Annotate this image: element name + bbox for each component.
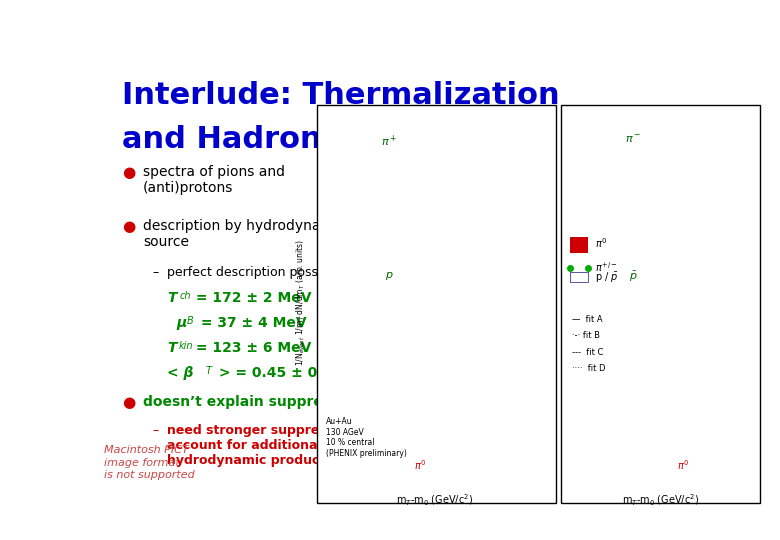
Text: m$_T$-m$_0$ (GeV/c$^2$): m$_T$-m$_0$ (GeV/c$^2$) [395,492,473,508]
Text: image format: image format [104,458,179,468]
Text: T: T [205,366,211,376]
Text: = 37 ± 4 MeV: = 37 ± 4 MeV [196,316,307,330]
Text: is not supported: is not supported [104,470,194,480]
Text: spectra of pions and
(anti)protons: spectra of pions and (anti)protons [143,165,285,195]
Text: = 123 ± 6 MeV: = 123 ± 6 MeV [191,341,311,355]
Text: < β: < β [167,366,193,380]
Text: $\pi^-$: $\pi^-$ [625,134,641,145]
Text: T: T [167,341,176,355]
Text: ●: ● [122,165,135,180]
Text: T.Peitzmann: T.Peitzmann [610,462,678,472]
Text: $\pi^0$: $\pi^0$ [677,458,689,472]
Text: $\pi^0$: $\pi^0$ [414,458,427,472]
Text: p / $\bar{p}$: p / $\bar{p}$ [594,271,619,285]
Text: $\pi^0$: $\pi^0$ [594,236,607,250]
Text: Au+Au
130 AGeV
10 % central
(PHENIX preliminary): Au+Au 130 AGeV 10 % central (PHENIX prel… [325,417,406,457]
Text: ●: ● [122,395,135,410]
Bar [570,272,588,282]
Text: doesn’t explain suppression: doesn’t explain suppression [143,395,363,409]
Text: $\pi^+$: $\pi^+$ [381,134,397,150]
Text: B: B [187,316,193,326]
Text: ●: ● [122,219,135,234]
Text: = 172 ± 2 MeV: = 172 ± 2 MeV [191,292,312,306]
Text: > = 0.45 ± 0.02: > = 0.45 ± 0.02 [215,366,342,380]
Text: perfect description possible: perfect description possible [167,266,341,280]
Text: 1/N$_{event}$ 1/m$_T$ dN/dm$_T$ (arb. units): 1/N$_{event}$ 1/m$_T$ dN/dm$_T$ (arb. un… [295,239,307,366]
Text: T.P., nucl-th/ 0207012: T.P., nucl-th/ 0207012 [605,131,725,141]
Text: p: p [385,269,392,280]
Text: $\pi^{+/-}$: $\pi^{+/-}$ [594,261,618,274]
Text: need stronger suppression to
account for additional
hydrodynamic production: need stronger suppression to account for… [167,424,374,468]
Text: kin: kin [179,341,193,352]
Text: —  fit A: — fit A [572,315,603,323]
Text: description by hydrodynamical
source: description by hydrodynamical source [143,219,358,249]
Text: T: T [167,292,176,306]
FancyBboxPatch shape [561,105,760,503]
Bar [570,237,588,253]
FancyBboxPatch shape [317,105,556,503]
Text: ---  fit C: --- fit C [572,348,604,356]
Text: and Hadron Spectra: and Hadron Spectra [122,125,464,154]
Text: Interlude: Thermalization: Interlude: Thermalization [122,82,559,111]
Text: –: – [152,266,158,280]
Text: Macintosh PICT: Macintosh PICT [104,446,188,455]
Text: m$_T$-m$_0$ (GeV/c$^2$): m$_T$-m$_0$ (GeV/c$^2$) [622,492,699,508]
Text: –: – [152,424,158,437]
Text: ch: ch [179,292,190,301]
Text: ·-· fit B: ·-· fit B [572,331,600,340]
Text: $\bar{p}$: $\bar{p}$ [629,269,637,284]
Text: μ: μ [176,316,186,330]
Text: ····  fit D: ···· fit D [572,364,605,373]
